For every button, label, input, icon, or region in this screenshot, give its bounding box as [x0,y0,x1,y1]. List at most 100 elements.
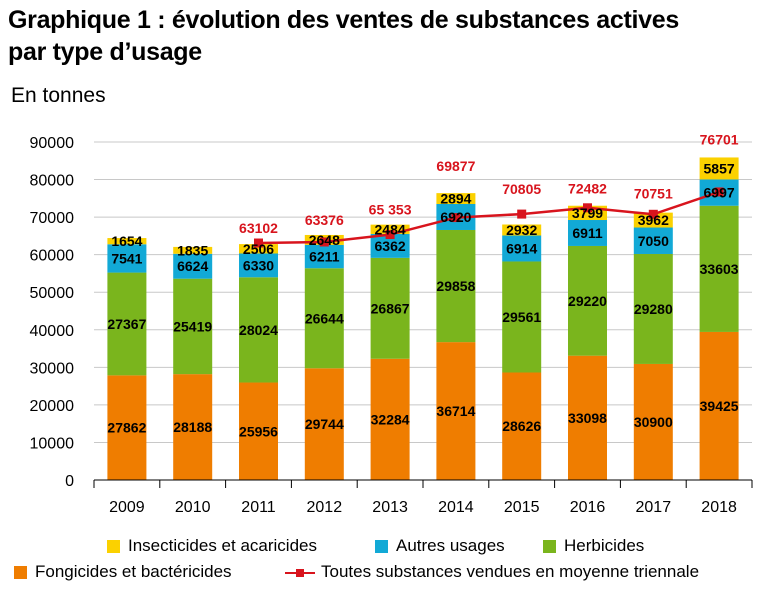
average-value-label: 65 353 [369,202,412,218]
bar-segment-fongicides [107,375,147,480]
average-value-label: 76701 [700,131,739,147]
y-tick-label: 40000 [30,323,75,340]
bar-segment-fongicides [173,374,213,480]
average-line-point [319,237,329,247]
segment-label-fongicides: 27862 [107,420,146,436]
segment-label-herbicides: 29220 [568,293,607,309]
segment-label-autres: 6914 [506,240,537,256]
x-tick-label: 2011 [241,499,276,516]
x-tick-label: 2016 [570,499,606,516]
segment-label-fongicides: 36714 [436,403,475,419]
segment-label-herbicides: 33603 [700,261,739,277]
bar-segment-autres [107,244,147,273]
segment-label-herbicides: 26867 [371,300,410,316]
average-value-label: 63102 [239,220,278,236]
bar-segment-herbicides [502,261,542,373]
segment-label-insecticides: 1835 [177,242,208,258]
segment-label-autres: 7541 [111,250,142,266]
bar-segment-herbicides [633,253,673,364]
segment-label-autres: 6997 [704,185,735,201]
segment-label-fongicides: 28626 [502,418,541,434]
y-tick-label: 90000 [30,135,75,152]
average-line-path [258,190,720,245]
autres-swatch [375,539,388,553]
bar-segment-autres [304,244,344,269]
segment-label-fongicides: 30900 [634,414,673,430]
y-tick-label: 30000 [30,360,75,377]
average-line-point [451,213,461,223]
bar-segment-fongicides [370,358,410,480]
segment-label-fongicides: 29744 [305,416,344,432]
bar-segment-herbicides [173,278,213,375]
legend-label-herbicides: Herbicides [564,536,645,555]
x-tick-label: 2014 [438,499,474,516]
bar-segment-insecticides [502,224,542,236]
herbicides-swatch [543,539,556,553]
x-tick-label: 2009 [109,499,145,516]
average-line-point [648,209,658,219]
legend-item-fongicides: Fongicides et bactéricides [14,562,232,582]
x-tick-label: 2018 [701,499,737,516]
bar-segment-fongicides [304,368,344,480]
legend-label-autres: Autres usages [396,536,505,555]
legend-label-fongicides: Fongicides et bactéricides [35,562,232,581]
bar-segment-fongicides [502,372,542,480]
bar-segment-autres [502,235,542,262]
segment-label-herbicides: 27367 [107,316,146,332]
legend-item-insecticides: Insecticides et acaricides [107,536,317,556]
chart-subtitle: En tonnes [11,84,106,107]
segment-label-herbicides: 29858 [436,278,475,294]
average-value-label: 72482 [568,181,607,197]
segment-label-insecticides: 2484 [375,221,406,237]
y-tick-label: 10000 [30,435,75,452]
average-value-label: 70805 [502,181,541,197]
segment-label-herbicides: 28024 [239,322,278,338]
segment-label-insecticides: 2932 [506,222,537,238]
bar-segment-insecticides [633,212,673,228]
segment-label-autres: 6920 [440,209,471,225]
chart-title-line2: par type d’usage [8,38,202,66]
chart-title-line1: Graphique 1 : évolution des ventes de su… [8,6,679,34]
bar-segment-fongicides [568,355,607,480]
line-swatch [285,566,315,579]
average-value-label: 69877 [436,158,475,174]
x-tick-label: 2010 [175,499,211,516]
bar-segment-autres [239,253,278,278]
bar-segment-insecticides [173,246,213,254]
x-tick-label: 2012 [307,499,343,516]
bar-segment-herbicides [699,205,739,332]
segment-label-fongicides: 25956 [239,423,278,439]
segment-label-fongicides: 33098 [568,410,607,426]
average-line-point [714,187,724,197]
segment-label-autres: 6911 [572,225,603,241]
axes: 0 10000 20000 30000 40000 50000 60000 70000 8000… [30,135,753,516]
bar-segment-herbicides [436,229,476,343]
average-line-point [385,230,395,240]
bar-segment-herbicides [370,257,410,359]
bar-segment-herbicides [107,272,147,376]
segment-label-herbicides: 25419 [173,318,212,334]
segment-label-autres: 6362 [375,238,406,254]
segment-label-insecticides: 2648 [309,232,340,248]
bar-segment-autres [633,227,673,254]
x-tick-label: 2013 [372,499,408,516]
segment-label-herbicides: 26644 [305,310,344,326]
bar-segment-herbicides [304,268,344,369]
bar-segment-fongicides [436,342,476,480]
y-tick-label: 20000 [30,398,75,415]
average-line-point [254,238,263,248]
bar-segment-autres [370,233,410,258]
fongicides-swatch [14,565,27,579]
y-tick-label: 80000 [30,173,75,190]
segment-label-fongicides: 39425 [700,398,739,414]
legend-item-autres: Autres usages [375,536,505,556]
segment-label-fongicides: 32284 [371,411,410,427]
y-tick-label: 60000 [30,248,75,265]
segment-label-insecticides: 3962 [638,212,669,228]
segment-label-insecticides: 2506 [243,241,274,257]
segment-label-insecticides: 5857 [704,160,735,176]
legend-item-line: Toutes substances vendues en moyenne tri… [285,562,699,582]
y-tick-label: 70000 [30,210,75,227]
segment-label-autres: 6211 [309,249,340,265]
